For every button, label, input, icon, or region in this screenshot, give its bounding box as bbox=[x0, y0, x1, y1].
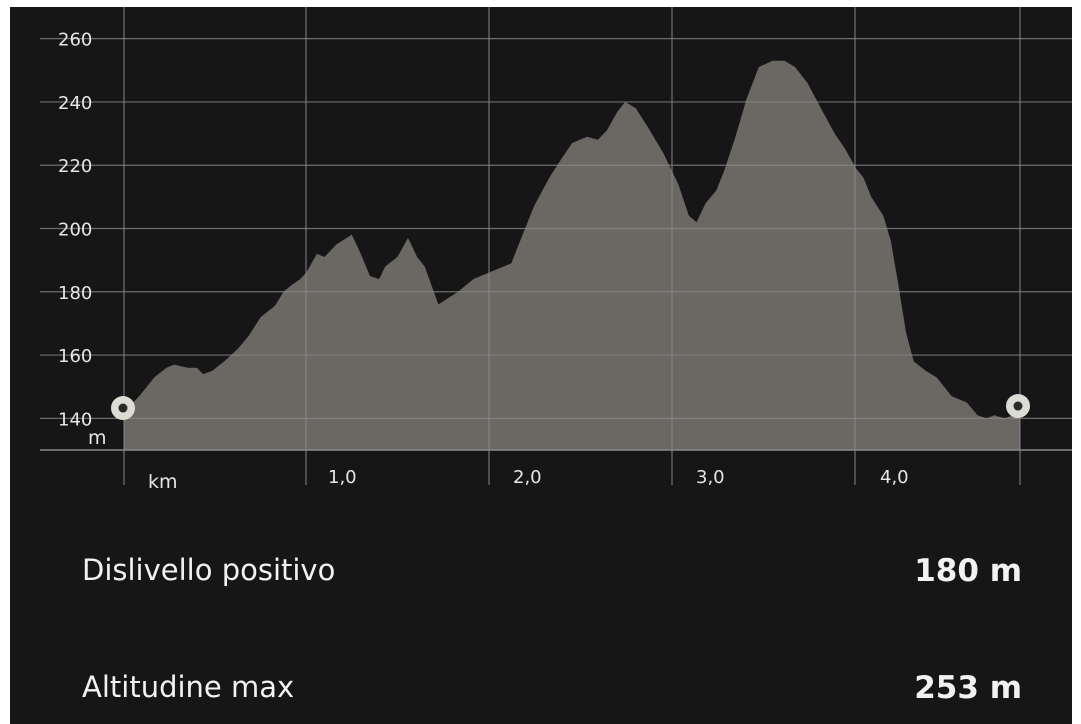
max-altitude-label: Altitudine max bbox=[82, 670, 295, 704]
y-tick-label: 160 bbox=[58, 346, 92, 367]
x-tick-label: 2,0 bbox=[513, 467, 542, 488]
y-tick-label: 260 bbox=[58, 30, 92, 51]
ascent-label: Dislivello positivo bbox=[82, 553, 336, 587]
y-tick-label: 200 bbox=[58, 220, 92, 241]
y-tick-label: 180 bbox=[58, 283, 92, 304]
y-unit-label: m bbox=[88, 427, 107, 449]
x-tick-label: 4,0 bbox=[880, 467, 909, 488]
elevation-profile-screen: 260 240 220 200 180 160 140 m km 1,0 2,0 3,0 4,0 Dis… bbox=[10, 7, 1072, 724]
max-altitude-row: Altitudine max 253 m bbox=[82, 670, 1022, 720]
y-tick-label: 140 bbox=[58, 409, 92, 430]
y-tick-label: 240 bbox=[58, 93, 92, 114]
end-pin-icon-center bbox=[1013, 401, 1023, 411]
y-tick-label: 220 bbox=[58, 156, 92, 177]
ascent-value: 180 m bbox=[914, 553, 1022, 589]
max-altitude-value: 253 m bbox=[914, 670, 1022, 706]
x-unit-label: km bbox=[148, 471, 178, 493]
ascent-row: Dislivello positivo 180 m bbox=[82, 553, 1022, 603]
start-pin-icon-center bbox=[118, 403, 128, 413]
x-tick-label: 3,0 bbox=[696, 467, 725, 488]
elevation-area bbox=[124, 60, 1020, 451]
x-tick-label: 1,0 bbox=[328, 467, 357, 488]
